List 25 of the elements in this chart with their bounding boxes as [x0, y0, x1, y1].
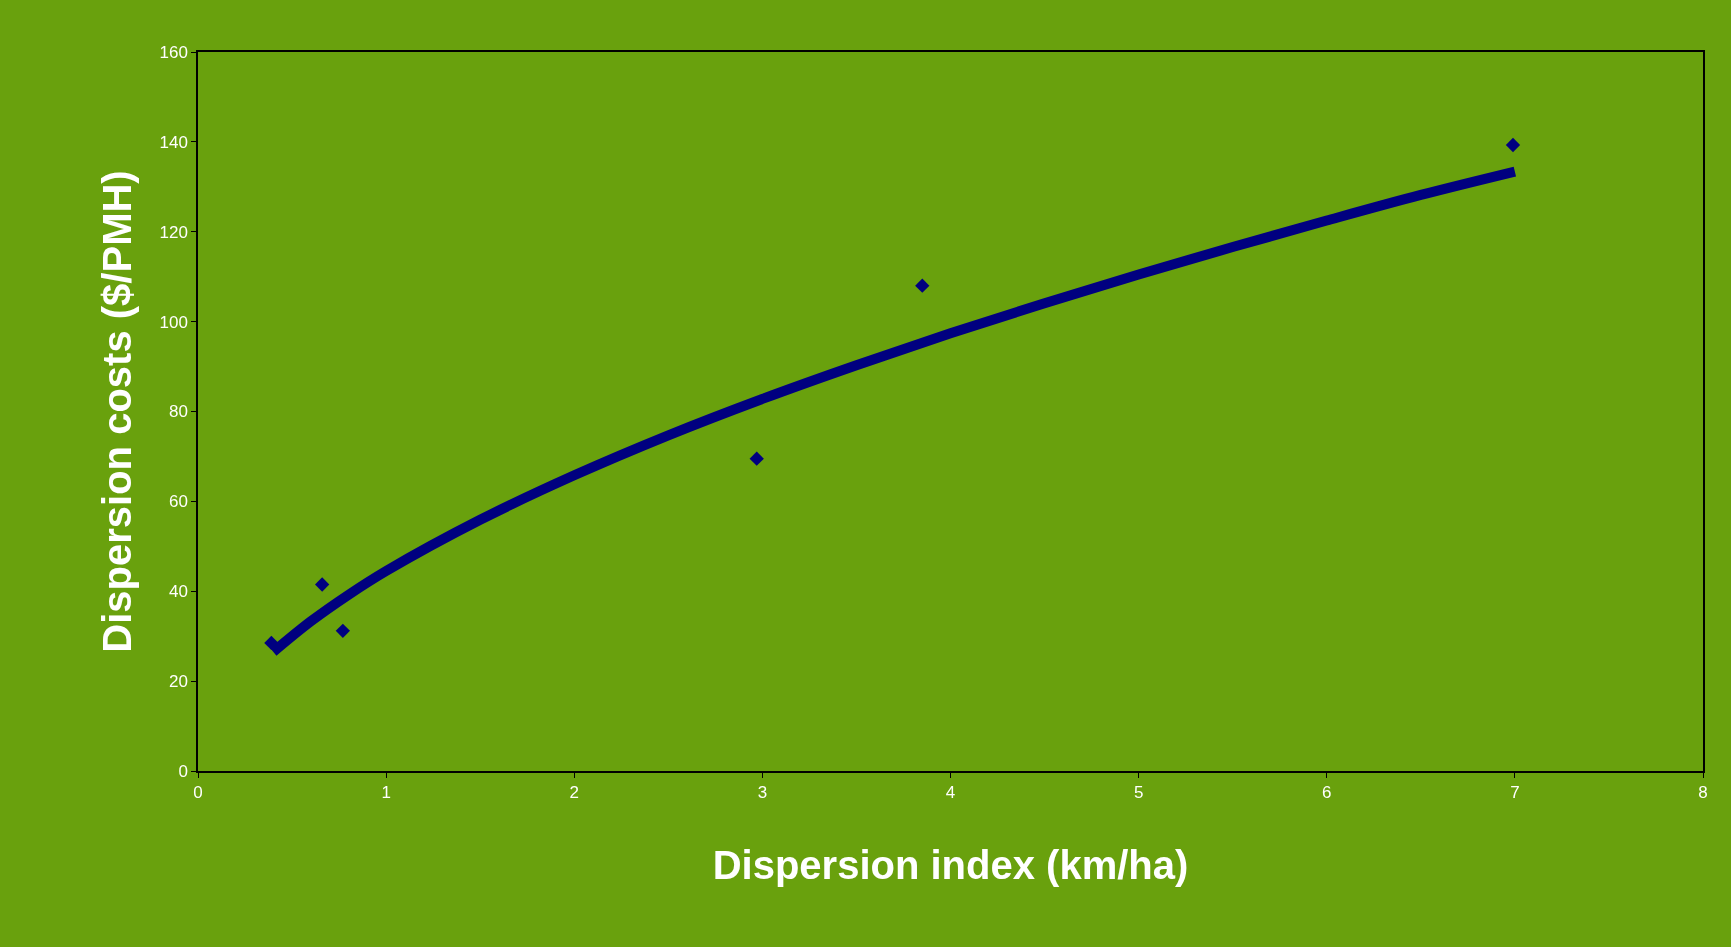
- x-tick-label: 6: [1322, 783, 1332, 803]
- y-tick-label: 20: [168, 672, 188, 692]
- y-tick-label: 40: [168, 582, 188, 602]
- x-tick-label: 1: [381, 783, 391, 803]
- x-tick-label: 0: [193, 783, 203, 803]
- y-axis-title: Dispersion costs ($/PMH): [95, 170, 140, 653]
- x-tick-label: 3: [757, 783, 768, 803]
- x-tick-label: 2: [569, 783, 579, 803]
- x-tick-label: 8: [1698, 783, 1708, 803]
- y-tick-label: 100: [159, 312, 188, 332]
- y-tick-label: 80: [168, 402, 188, 422]
- y-tick-label: 60: [168, 492, 188, 512]
- y-tick-label: 120: [159, 222, 188, 242]
- y-tick-label: 0: [178, 761, 188, 781]
- point: [1505, 137, 1521, 153]
- point: [335, 623, 351, 638]
- x-axis-title: Dispersion index (km/ha): [712, 843, 1189, 888]
- y-tick-label: 160: [159, 42, 188, 62]
- x-tick-label: 7: [1510, 783, 1520, 803]
- point: [915, 278, 930, 293]
- y-tick-label: 140: [159, 132, 188, 152]
- point: [315, 577, 330, 592]
- x-tick-label: 4: [945, 783, 956, 803]
- x-tick-label: 5: [1133, 783, 1144, 803]
- point: [749, 451, 764, 466]
